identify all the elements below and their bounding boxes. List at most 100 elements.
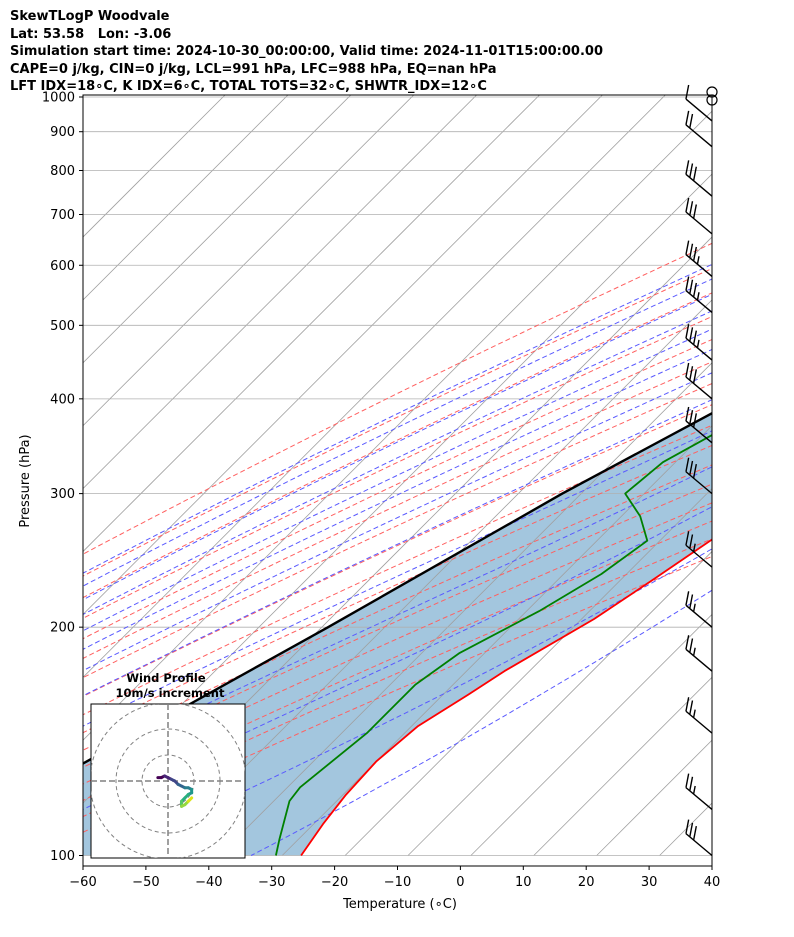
isotherm-line	[83, 95, 289, 301]
wind-barb-shaft	[685, 787, 713, 810]
moist-adiabats	[83, 263, 712, 856]
y-tick-label: 300	[50, 487, 75, 502]
wind-barb-flag	[685, 773, 690, 788]
wind-barb-flag	[685, 110, 690, 125]
wind-barb-shaft	[685, 254, 713, 277]
y-tick-label: 800	[50, 164, 75, 179]
wind-barb-shaft	[685, 211, 713, 235]
wind-barb-shaft	[685, 376, 713, 400]
wind-barb-flag	[696, 339, 700, 348]
hodograph	[91, 704, 245, 858]
wind-barb-flag	[685, 819, 690, 834]
hodograph-trace	[186, 796, 194, 803]
wind-barb-flag	[689, 460, 694, 476]
wind-barb-flag	[689, 638, 694, 653]
wind-barb-flag	[692, 647, 696, 656]
wind-barb-flag	[692, 825, 698, 841]
wind-barb-flag	[696, 292, 700, 301]
isotherm-line	[533, 676, 712, 856]
wind-barb-flag	[689, 822, 694, 837]
moist-adiabat	[83, 328, 712, 632]
wind-barb-flag	[692, 369, 698, 384]
title-times: Simulation start time: 2024-10-30_00:00:…	[10, 44, 603, 59]
wind-profile-inset: Wind Profile 10m/s increment	[90, 671, 246, 859]
isotherm-line	[83, 95, 226, 238]
moist-adiabat	[83, 466, 712, 764]
wind-barb-flag	[685, 276, 690, 291]
isotherm-line	[83, 95, 603, 615]
wind-barb-flag	[689, 243, 694, 258]
y-tick-label: 900	[50, 125, 75, 140]
wind-barb-flag	[689, 776, 694, 791]
wind-barb-shaft	[685, 98, 713, 122]
dry-adiabat	[83, 424, 712, 716]
wind-barb-shaft	[685, 604, 713, 628]
isotherm-line	[723, 81, 794, 856]
wind-barb-flag	[692, 330, 698, 345]
title-location: Lat: 53.58 Lon: -3.06	[10, 26, 172, 42]
moist-adiabat	[83, 278, 712, 587]
x-tick-label: −20	[321, 875, 348, 890]
dewpoint-line	[275, 434, 712, 856]
wind-barb-flag	[692, 785, 696, 795]
dry-adiabat	[83, 520, 712, 802]
y-axis-label: Pressure (hPa)	[18, 434, 33, 527]
dry-adiabat	[83, 292, 712, 599]
wind-barb-flag	[689, 410, 694, 425]
wind-barb-flag	[685, 240, 690, 255]
x-tick-label: −60	[69, 875, 96, 890]
moist-adiabat	[83, 263, 712, 574]
isotherm-line	[156, 299, 712, 856]
x-tick-label: 20	[578, 875, 595, 890]
x-tick-label: 30	[641, 875, 658, 890]
wind-barb-shaft	[685, 544, 713, 568]
y-tick-label: 600	[50, 259, 75, 274]
sounding-series	[83, 411, 712, 857]
wind-barb-flag	[692, 246, 698, 262]
dry-adiabat	[83, 383, 712, 679]
wind-barb-flag	[689, 163, 694, 178]
y-tick-label: 100	[50, 849, 75, 864]
x-tick-label: −40	[195, 875, 222, 890]
isotherm-line	[470, 613, 712, 856]
wind-barb-flag	[685, 406, 690, 422]
moist-adiabat	[83, 293, 712, 601]
y-tick-label: 400	[50, 392, 75, 407]
title-indices: LFT IDX=18∘C, K IDX=6∘C, TOTAL TOTS=32∘C…	[10, 79, 487, 94]
wind-barb-flag	[689, 534, 694, 549]
wind-barb-flag	[692, 543, 696, 552]
isotherm-line	[83, 95, 352, 364]
wind-barb-flag	[692, 204, 698, 219]
wind-barb-flag	[685, 84, 690, 100]
x-tick-label: −50	[132, 875, 159, 890]
isotherm-line	[83, 95, 541, 553]
wind-barb-flag	[685, 531, 690, 546]
wind-barb-shaft	[685, 124, 713, 148]
wind-barb-flag	[692, 413, 698, 428]
wind-barb-flag	[685, 591, 690, 606]
dry-adiabat	[83, 338, 712, 640]
y-tick-label: 700	[50, 208, 75, 223]
title-station: SkewTLogP Woodvale	[10, 9, 170, 24]
wind-barb-flag	[685, 457, 690, 472]
wind-barb-flag	[689, 327, 694, 342]
wind-barb-flag	[689, 700, 694, 715]
x-tick-label: 10	[515, 875, 532, 890]
isotherm-line	[219, 362, 712, 856]
wind-barb-shaft	[685, 290, 713, 313]
wind-barb-shaft	[685, 337, 713, 361]
title-cape-summary: CAPE=0 j/kg, CIN=0 j/kg, LCL=991 hPa, LF…	[10, 61, 497, 77]
wind-barb-flag	[685, 324, 690, 339]
wind-barb-flag	[692, 464, 698, 479]
x-tick-label: 40	[704, 875, 721, 890]
y-tick-label: 500	[50, 319, 75, 334]
wind-barb-shaft	[685, 420, 713, 444]
y-tick-label: 1000	[42, 91, 75, 106]
isotherm-line	[407, 550, 712, 856]
wind-barb-shaft	[685, 471, 713, 495]
wind-barb-flag	[689, 113, 694, 129]
wind-barb-flag	[689, 279, 694, 294]
dry-adiabats	[83, 242, 712, 833]
isotherm-line	[83, 95, 666, 678]
